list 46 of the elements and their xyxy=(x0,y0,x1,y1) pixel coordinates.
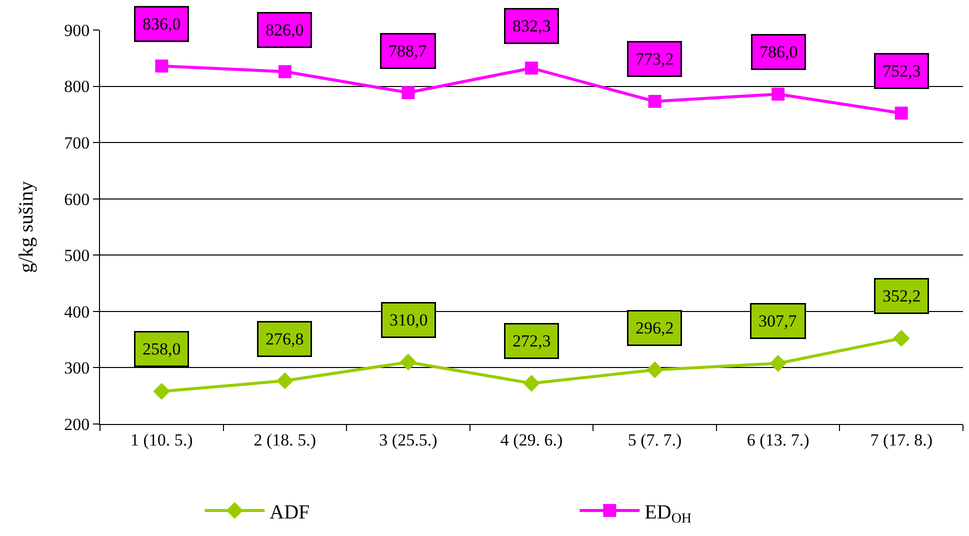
point xyxy=(276,372,294,390)
data-label: 773,2 xyxy=(636,50,674,68)
data-label: 352,2 xyxy=(882,286,921,306)
point xyxy=(770,354,787,372)
y-tick-label: 600 xyxy=(64,190,90,209)
data-label: 307,7 xyxy=(758,312,798,330)
y-tick-label: 400 xyxy=(64,302,90,322)
data-label: 832,3 xyxy=(512,16,551,36)
data-label: 836,0 xyxy=(142,14,181,34)
legend-label: ED$_{OH}$ xyxy=(644,501,692,526)
legend-label: ADF xyxy=(270,501,310,524)
y-tick-label: 800 xyxy=(64,77,90,96)
point xyxy=(278,65,292,78)
data-label: 788,7 xyxy=(388,42,428,60)
point xyxy=(153,382,170,400)
point xyxy=(894,106,908,120)
x-tick-label: 3 (25.5.) xyxy=(379,430,438,450)
point xyxy=(648,94,662,108)
data-label: 258,0 xyxy=(142,340,181,358)
point xyxy=(523,374,540,392)
point xyxy=(772,88,785,101)
x-tick-label: 4 (29. 6.) xyxy=(500,430,563,450)
data-label: 826,0 xyxy=(266,20,304,40)
x-tick-label: 6 (13. 7.) xyxy=(746,430,810,450)
point xyxy=(155,60,168,73)
y-axis-title: g/kg sušiny xyxy=(16,181,38,273)
data-label: 752,3 xyxy=(882,62,921,80)
y-tick-label: 700 xyxy=(64,134,90,153)
x-tick-label: 5 (7. 7.) xyxy=(628,430,682,450)
y-tick-label: 200 xyxy=(64,414,90,434)
point xyxy=(402,86,415,100)
y-tick-label: 300 xyxy=(64,358,90,378)
data-label: 786,0 xyxy=(760,42,798,62)
data-label: 310,0 xyxy=(390,310,428,330)
x-tick-label: 1 (10. 5.) xyxy=(130,430,193,450)
data-label: 276,8 xyxy=(266,330,304,348)
x-tick-label: 7 (17. 8.) xyxy=(870,430,933,450)
point xyxy=(646,361,664,378)
point xyxy=(892,330,910,347)
x-tick-label: 2 (18. 5.) xyxy=(254,430,316,450)
point xyxy=(525,62,538,75)
y-tick-label: 500 xyxy=(64,246,90,266)
point xyxy=(400,354,417,371)
y-tick-label: 900 xyxy=(64,20,90,40)
data-label: 296,2 xyxy=(636,318,674,338)
data-label: 272,3 xyxy=(512,332,551,350)
